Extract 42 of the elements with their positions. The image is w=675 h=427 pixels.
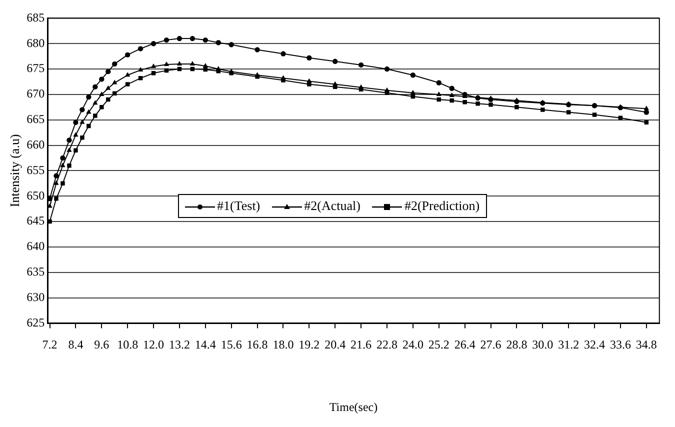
x-tick-label: 14.4 [194,338,216,352]
x-tick-label: 19.2 [298,338,320,352]
y-tick-label: 645 [26,214,45,228]
x-tick-label: 16.8 [246,338,268,352]
x-tick-label: 30.0 [532,338,554,352]
x-tick-label: 22.8 [376,338,398,352]
x-tick-label: 33.6 [610,338,631,352]
x-tick-label: 20.4 [324,338,346,352]
legend-label: #2(Actual) [304,198,360,213]
x-tick-label: 15.6 [220,338,242,352]
legend-label: #2(Prediction) [404,198,480,213]
y-tick-label: 680 [26,36,45,50]
x-tick-label: 21.6 [350,338,372,352]
y-axis-title: Intensity (a.u) [7,134,22,208]
x-tick-label: 13.2 [168,338,190,352]
x-tick-label: 32.4 [584,338,606,352]
y-tick-label: 640 [26,239,45,254]
x-axis-title: Time(sec) [329,400,378,414]
x-tick-label: 34.8 [636,338,657,352]
legend-label: #1(Test) [217,198,260,213]
y-tick-label: 685 [26,10,45,24]
x-tick-label: 24.0 [402,338,424,352]
y-tick-label: 630 [26,290,45,304]
y-tick-label: 625 [26,315,45,330]
x-tick-label: 31.2 [558,338,580,352]
y-tick-label: 655 [26,162,45,177]
x-tick-label: 12.0 [143,338,164,352]
y-tick-label: 675 [26,61,45,76]
y-tick-label: 670 [26,86,45,101]
x-tick-label: 9.6 [94,338,110,352]
x-tick-label: 27.6 [480,338,502,352]
y-tick-label: 660 [26,137,45,152]
y-tick-label: 635 [26,264,45,279]
x-tick-label: 10.8 [117,338,138,352]
x-tick-label: 18.0 [272,338,294,352]
x-tick-label: 8.4 [68,338,84,352]
y-tick-label: 665 [26,112,45,126]
x-tick-label: 26.4 [454,338,476,352]
y-tick-label: 650 [26,188,45,202]
x-tick-label: 25.2 [428,338,450,352]
x-tick-label: 7.2 [42,338,58,352]
x-tick-label: 28.8 [506,338,528,352]
